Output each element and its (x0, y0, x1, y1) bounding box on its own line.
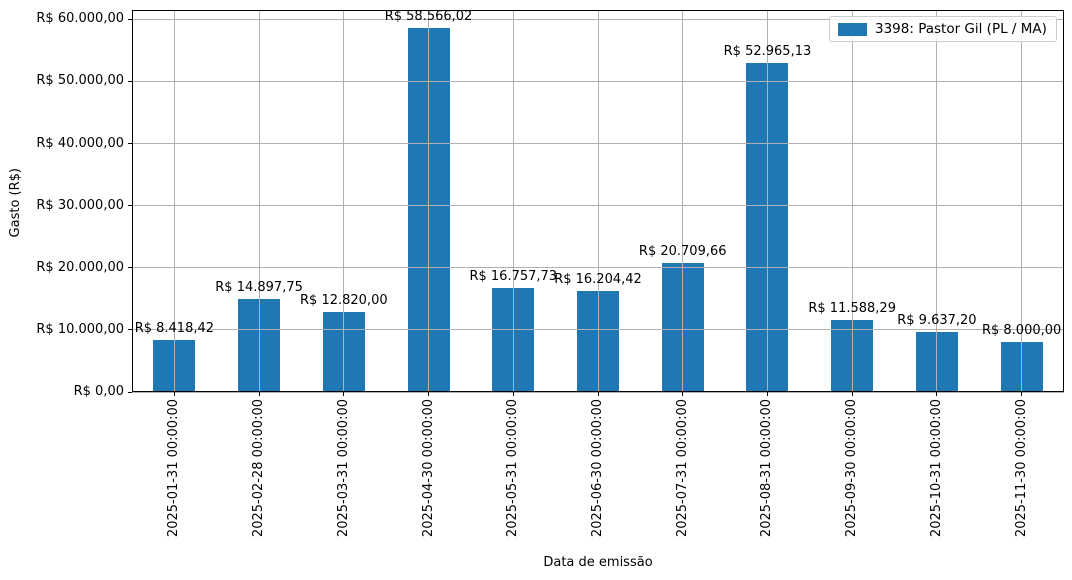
y-tick-label: R$ 0,00 (73, 384, 124, 399)
x-tick-mark (258, 392, 260, 396)
legend-color-swatch-icon (838, 22, 867, 36)
y-axis-title: Gasto (R$) (8, 168, 23, 238)
x-tick-label: 2025-06-30 00:00:00 (590, 399, 605, 538)
x-tick-label: 2025-03-31 00:00:00 (335, 399, 351, 538)
y-tick-label: R$ 60.000,00 (36, 11, 124, 27)
x-tick-mark (936, 392, 938, 396)
y-tick-label: R$ 40.000,00 (36, 135, 124, 151)
x-tick-label: 2025-08-31 00:00:00 (759, 399, 775, 538)
x-tick-label: 2025-05-31 00:00:00 (505, 399, 521, 538)
x-tick-label: 2025-11-30 00:00:00 (1013, 399, 1029, 538)
y-tick-label: R$ 20.000,00 (36, 259, 124, 275)
x-tick-mark (1021, 392, 1023, 396)
x-tick-mark (343, 392, 345, 396)
x-tick-mark (428, 392, 430, 396)
x-tick-mark (682, 392, 684, 396)
legend: 3398: Pastor Gil (PL / MA) (829, 16, 1057, 42)
plot-area-border (132, 10, 1064, 392)
y-tick-label: R$ 50.000,00 (36, 73, 124, 89)
x-tick-mark (597, 392, 599, 396)
x-tick-label: 2025-07-31 00:00:00 (674, 399, 690, 538)
x-tick-mark (512, 392, 514, 396)
x-tick-mark (766, 392, 768, 396)
x-tick-label: 2025-02-28 00:00:00 (251, 399, 267, 538)
x-tick-label: 2025-01-31 00:00:00 (166, 399, 182, 538)
x-tick-mark (851, 392, 853, 396)
x-tick-label: 2025-10-31 00:00:00 (928, 399, 944, 538)
legend-series-label: 3398: Pastor Gil (PL / MA) (875, 21, 1047, 37)
x-tick-label: 2025-04-30 00:00:00 (420, 399, 436, 538)
x-tick-label: 2025-09-30 00:00:00 (844, 399, 860, 538)
x-tick-mark (173, 392, 175, 396)
x-axis-title: Data de emissão (543, 555, 653, 570)
y-tick-label: R$ 10.000,00 (36, 321, 124, 337)
